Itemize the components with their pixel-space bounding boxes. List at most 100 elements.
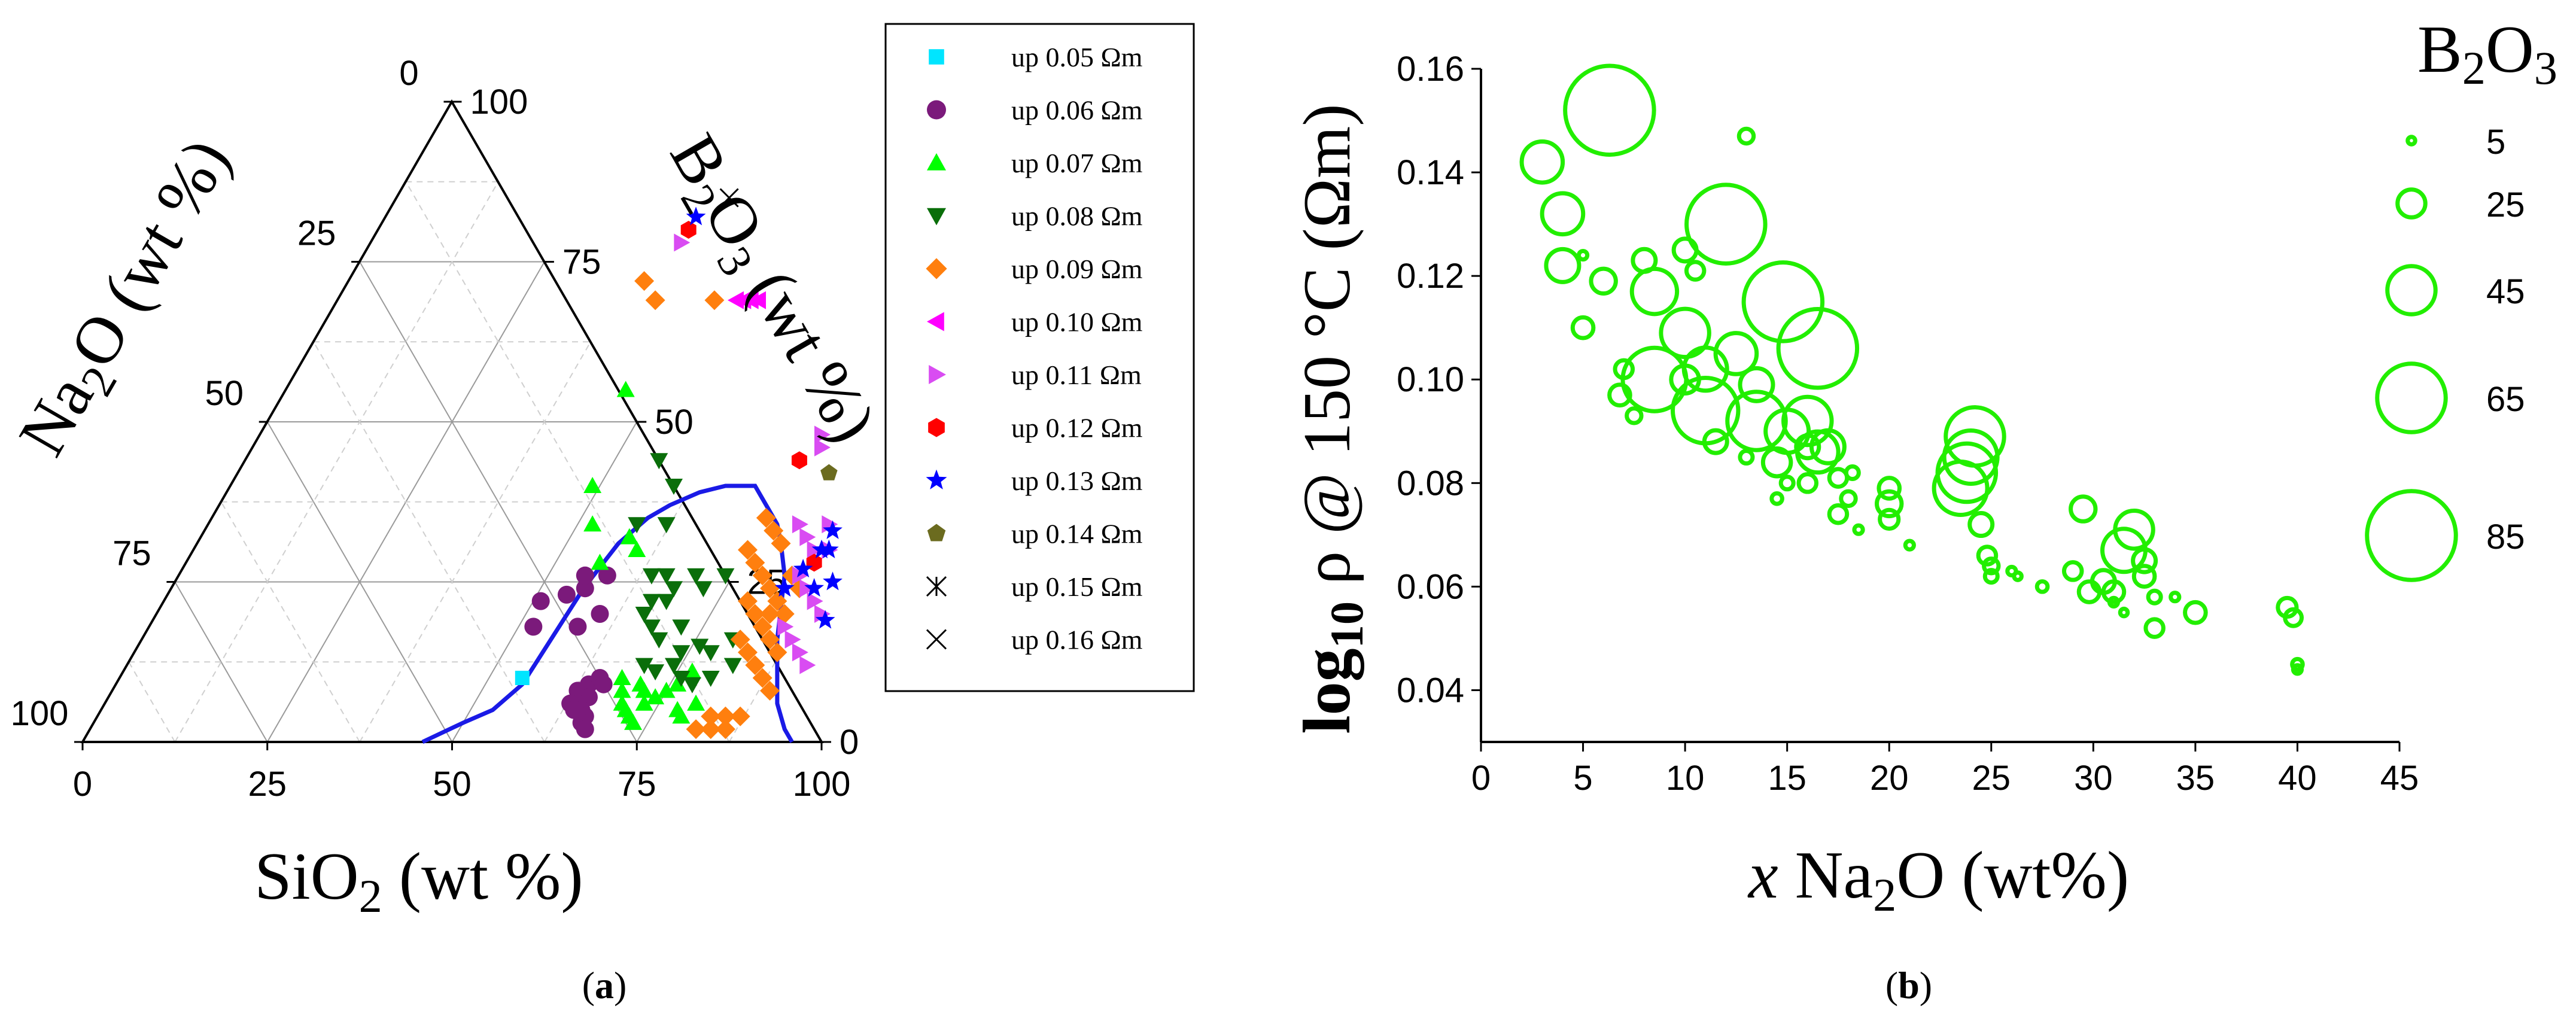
size-legend-label: 25 <box>2486 185 2525 224</box>
ternary-point <box>777 618 794 636</box>
ternary-point <box>646 688 665 705</box>
size-title-sub2: 3 <box>2534 42 2557 94</box>
ternary-point <box>701 645 720 662</box>
bubble <box>2061 560 2084 582</box>
bubble <box>1702 428 1729 455</box>
ternary-point <box>774 577 795 597</box>
bubble <box>1570 315 1596 340</box>
minor-grid-line <box>128 661 176 743</box>
na2o-label-tail: O (wt %) <box>56 127 245 380</box>
size-legend-bubble <box>2375 361 2448 434</box>
ternary-point <box>704 290 725 311</box>
bubble <box>1878 507 1901 531</box>
ternary-point <box>642 594 661 610</box>
ternary-points <box>515 188 843 740</box>
size-legend-bubble <box>2385 264 2438 317</box>
ternary-point <box>642 619 661 636</box>
ternary-point <box>771 533 791 553</box>
ternary-point <box>628 517 646 534</box>
b2o3-tick-label: 0 <box>840 723 859 762</box>
ternary-point <box>616 381 635 397</box>
b-y-tick-label: 0.12 <box>1397 257 1464 296</box>
ternary-point <box>719 188 739 208</box>
b-x-tick-label: 15 <box>1768 759 1806 798</box>
bubble <box>1741 260 1825 343</box>
ternary-point <box>668 675 687 692</box>
minor-grid-line <box>728 661 776 743</box>
sio2-tick-label: 50 <box>433 765 472 804</box>
bubble <box>1738 449 1755 466</box>
ternary-point <box>524 618 543 636</box>
legend-label: up 0.12 Ωm <box>1011 413 1143 443</box>
ternary-point <box>799 528 816 546</box>
ternary-point <box>793 558 813 578</box>
ternary-chart: 025507510002550751000255075100 SiO2 (wt … <box>5 23 1195 1006</box>
b2o3-tick-label: 75 <box>562 243 601 282</box>
ternary-point <box>576 720 594 738</box>
bubble <box>2276 595 2299 619</box>
ternary-point <box>730 629 750 650</box>
ternary-point <box>799 579 816 598</box>
ternary-point <box>730 706 750 726</box>
ternary-ticks: 025507510002550751000255075100 <box>11 54 859 804</box>
legend-entries: up 0.05 Ωm up 0.06 Ωm up 0.07 Ωm up 0.08 Ωm… <box>926 42 1143 655</box>
sio2-axis-label: SiO2 (wt %) <box>254 839 583 922</box>
legend-label: up 0.05 Ωm <box>1011 42 1143 72</box>
na2o-tick-label: 75 <box>112 534 151 573</box>
na2o-tick-label: 25 <box>297 214 336 253</box>
ternary-point <box>820 464 838 480</box>
bubble <box>1903 539 1916 552</box>
bubble <box>2131 547 2158 574</box>
b-y-axis-label: log10 ρ @ 150 °C (Ωm) <box>1290 104 1373 734</box>
bubble <box>1796 472 1819 494</box>
bubble <box>1725 390 1788 452</box>
legend-marker <box>929 365 946 384</box>
grid-line <box>174 582 268 743</box>
ternary-point <box>665 658 683 674</box>
ternary-point <box>620 528 638 545</box>
ternary-point <box>738 591 758 612</box>
ternary-point <box>591 553 609 570</box>
ternary-point <box>657 568 676 585</box>
bubble <box>1769 491 1784 506</box>
minor-grid-line <box>174 181 499 743</box>
ternary-point <box>784 630 801 649</box>
ternary-point <box>760 680 780 701</box>
ternary-point <box>745 604 765 624</box>
size-legend-entries: 5 25 45 65 85 <box>2365 123 2525 582</box>
ternary-point <box>701 719 721 740</box>
size-legend-bubble <box>2395 187 2428 220</box>
ternary-point <box>756 508 776 528</box>
sio2-label-tail: (wt %) <box>382 839 583 914</box>
b-y-tick-label: 0.08 <box>1397 464 1464 503</box>
grid-line <box>451 421 638 743</box>
ternary-point <box>760 604 780 624</box>
ternary-point <box>568 618 587 636</box>
bubble <box>1736 126 1756 146</box>
ternary-point <box>557 585 576 604</box>
bubble <box>2143 617 2166 639</box>
ternary-point <box>624 713 643 730</box>
b-x-tick-label: 0 <box>1471 759 1491 798</box>
grid-line <box>266 421 453 743</box>
legend-label: up 0.14 Ωm <box>1011 519 1143 549</box>
b-y-tick-label: 0.06 <box>1397 567 1464 606</box>
size-legend-label: 65 <box>2486 380 2525 419</box>
bubble <box>1684 182 1768 266</box>
b-x-tick-label: 20 <box>1870 759 1909 798</box>
bubble <box>2169 591 2182 604</box>
panel-a-label: (a) <box>582 964 627 1006</box>
na2o-tick-label: 100 <box>11 694 69 733</box>
bubble-ticks: 0 5 10 15 20 25 30 35 40 45 0.04 0.06 0.08 0.10 0.12 0.… <box>1397 50 2419 798</box>
bubble <box>1827 503 1850 525</box>
bubble <box>1852 523 1865 536</box>
legend-marker <box>926 469 947 489</box>
ternary-point <box>792 566 808 585</box>
bubble <box>1982 556 2001 576</box>
ternary-point <box>650 632 668 649</box>
b-ylabel-tail: ρ @ 150 °C (Ωm) <box>1290 104 1364 601</box>
legend-label: up 0.09 Ωm <box>1011 254 1143 284</box>
ternary-point <box>811 539 832 558</box>
b-xlabel-tail: O (wt%) <box>1896 838 2129 912</box>
b-ylabel-main: log <box>1290 648 1364 734</box>
